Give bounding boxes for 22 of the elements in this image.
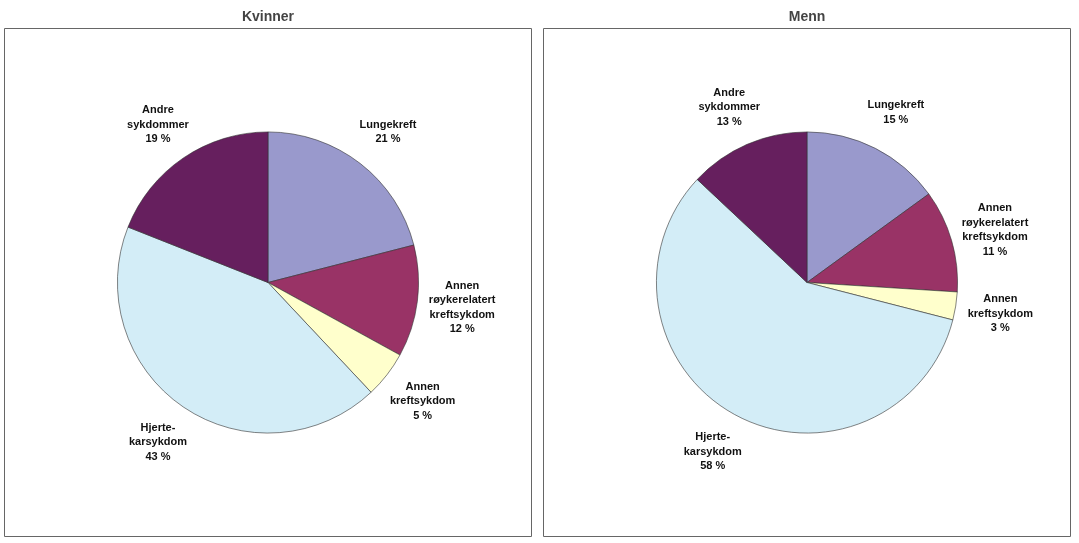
slice-label: Lungekreft bbox=[359, 117, 417, 130]
data-label: 21 % bbox=[375, 132, 401, 145]
data-label: 19 % bbox=[145, 132, 171, 145]
slice-label: Andre sykdommer bbox=[698, 85, 761, 113]
chart-title: Kvinner bbox=[241, 7, 295, 24]
data-label: 11 % bbox=[982, 244, 1008, 257]
slice-label: Andre sykdommer bbox=[127, 103, 190, 130]
slice-label: Annen kreftsykdom bbox=[967, 292, 1034, 319]
slice-label: Annen røykerelatert kreftsykdom bbox=[428, 278, 496, 320]
slice-label: Lungekreft bbox=[867, 98, 925, 111]
data-label: 12 % bbox=[449, 322, 475, 335]
data-label: 5 % bbox=[413, 408, 433, 421]
data-label: 58 % bbox=[700, 459, 726, 472]
chart-title: Menn bbox=[788, 7, 826, 24]
data-label: 3 % bbox=[990, 320, 1011, 333]
data-label: 15 % bbox=[883, 112, 909, 125]
slice-label: Annen røykerelatert kreftsykdom bbox=[961, 201, 1029, 243]
slice-label: Hjerte-karsykdom bbox=[683, 430, 742, 457]
data-label: 13 % bbox=[716, 114, 743, 127]
slice-label: Hjerte-karsykdom bbox=[128, 420, 188, 448]
slice-label: Annen kreftsykdom bbox=[389, 379, 456, 407]
data-label: 43 % bbox=[145, 449, 171, 462]
